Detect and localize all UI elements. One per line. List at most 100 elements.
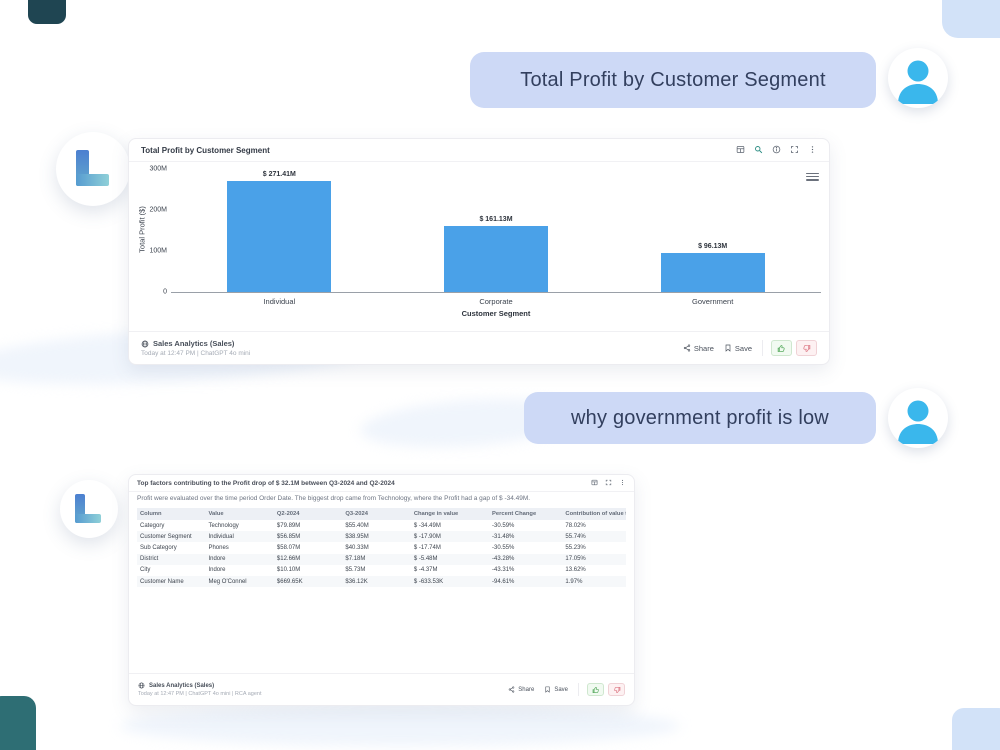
share-icon [683,344,691,352]
table-cell: $38.95M [342,531,411,543]
table-card-header: Top factors contributing to the Profit d… [129,475,634,492]
expand-icon[interactable] [605,479,612,486]
share-button[interactable]: Share [683,344,714,353]
y-axis-ticks: 300M 200M 100M 0 [129,165,167,296]
person-icon [898,60,938,104]
x-axis-label: Customer Segment [461,309,531,318]
column-header[interactable]: Percent Change [489,508,563,520]
corner-decoration-top-left [28,0,66,24]
info-icon[interactable] [772,145,781,154]
globe-icon [138,682,145,689]
chart-card-toolbar [736,145,817,154]
rca-table: Column Value Q2-2024 Q3-2024 Change in value… [137,508,626,588]
table-cell: Indore [208,567,226,574]
feedback-buttons [762,340,817,356]
table-cell: 17.05% [562,553,626,565]
share-button[interactable]: Share [508,686,534,693]
table-cell: $ -633.53K [410,575,490,588]
table-cell: Individual [205,531,274,543]
expand-icon[interactable] [790,145,799,154]
user-message-text: why government profit is low [571,406,829,429]
footer-actions: Share Save [508,683,625,696]
chart-answer-card: Total Profit by Customer Segment Total P… [128,138,830,365]
save-button[interactable]: Save [544,686,568,693]
bookmark-icon [545,686,550,693]
bar-chart-plot: $ 271.41M Individual $ 161.13M Corporate $ 9… [171,169,821,306]
chart-card-title: Total Profit by Customer Segment [141,145,270,155]
table-cell: City [140,567,151,574]
column-header[interactable]: Column [137,508,206,520]
y-tick-label: 0 [163,288,167,296]
table-cell: District [137,553,206,565]
thumbs-down-button[interactable] [608,683,625,696]
share-label: Share [693,343,714,353]
save-button[interactable]: Save [724,344,752,353]
rca-table-card: Top factors contributing to the Profit d… [128,474,635,706]
table-cell: $10.10M [276,567,301,574]
assistant-avatar [60,480,118,538]
feedback-buttons [578,683,625,696]
table-cell: Technology [208,522,239,529]
table-cell: $ -5.48M [410,553,490,565]
save-label: Save [734,343,752,353]
bar-value-label: $ 96.13M [698,242,728,250]
x-tick-label: Government [692,297,734,306]
logo-horizontal-bar [76,174,109,186]
table-cell: $56.85M [273,531,343,543]
table-card-title: Top factors contributing to the Profit d… [137,479,395,487]
table-cell: -43.28% [489,553,563,565]
table-cell: -30.59% [492,522,515,529]
column-header[interactable]: Contribution of value t... [562,508,626,520]
thumbs-down-button[interactable] [796,340,817,356]
table-cell: $55.40M [345,522,369,529]
bar-slot: $ 161.13M Corporate [388,169,605,306]
table-row: City Indore $10.10M $5.73M $ -4.37M -43.31% 13… [137,565,626,576]
share-icon [509,686,515,693]
bar-government[interactable] [660,252,765,292]
chart-card-header: Total Profit by Customer Segment [129,139,829,162]
bar-value-label: $ 271.41M [262,170,296,178]
thumbs-up-icon [777,344,785,352]
logo-horizontal-bar [75,513,101,523]
source-block: Sales Analytics (Sales) Today at 12:47 P… [141,339,250,357]
bar-individual[interactable] [227,180,332,292]
table-card-toolbar [591,479,626,486]
table-cell: $5.73M [345,567,366,574]
assistant-logo-icon [76,150,110,186]
save-label: Save [554,686,568,693]
column-header[interactable]: Change in value [410,508,490,520]
x-tick-label: Individual [263,297,296,306]
table-cell: Phones [208,544,229,551]
column-header[interactable]: Q3-2024 [342,508,411,520]
column-header[interactable]: Value [205,508,274,520]
y-tick-label: 300M [149,165,167,173]
globe-icon [141,340,149,347]
y-tick-label: 100M [149,247,167,255]
thumbs-up-button[interactable] [771,340,792,356]
source-name: Sales Analytics (Sales) [153,339,235,348]
person-icon [898,400,938,444]
table-view-icon[interactable] [591,479,598,486]
user-message-bubble: why government profit is low [524,392,876,444]
table-row: Category Technology $79.89M $55.40M $ -34.49… [137,520,626,531]
bar-corporate[interactable] [444,225,548,292]
thumbs-down-icon [613,686,620,693]
thumbs-up-button[interactable] [587,683,604,696]
more-options-icon[interactable] [619,479,626,486]
column-header[interactable]: Q2-2024 [273,508,343,520]
table-cell: 13.62% [565,567,586,574]
table-view-icon[interactable] [736,145,745,154]
y-tick-label: 200M [149,206,167,214]
table-cell: 78.02% [565,522,586,529]
table-cell: Indore [205,553,274,565]
more-options-icon[interactable] [808,145,817,154]
table-cell: $58.07M [276,544,301,551]
zoom-icon[interactable] [754,145,763,154]
assistant-avatar [56,132,130,206]
table-cell: -43.31% [492,567,515,574]
table-cell: -30.55% [492,544,515,551]
bar-slot: $ 271.41M Individual [171,169,388,306]
rca-summary-text: Profit were evaluated over the time peri… [137,495,531,502]
chart-menu-icon[interactable] [806,171,819,182]
